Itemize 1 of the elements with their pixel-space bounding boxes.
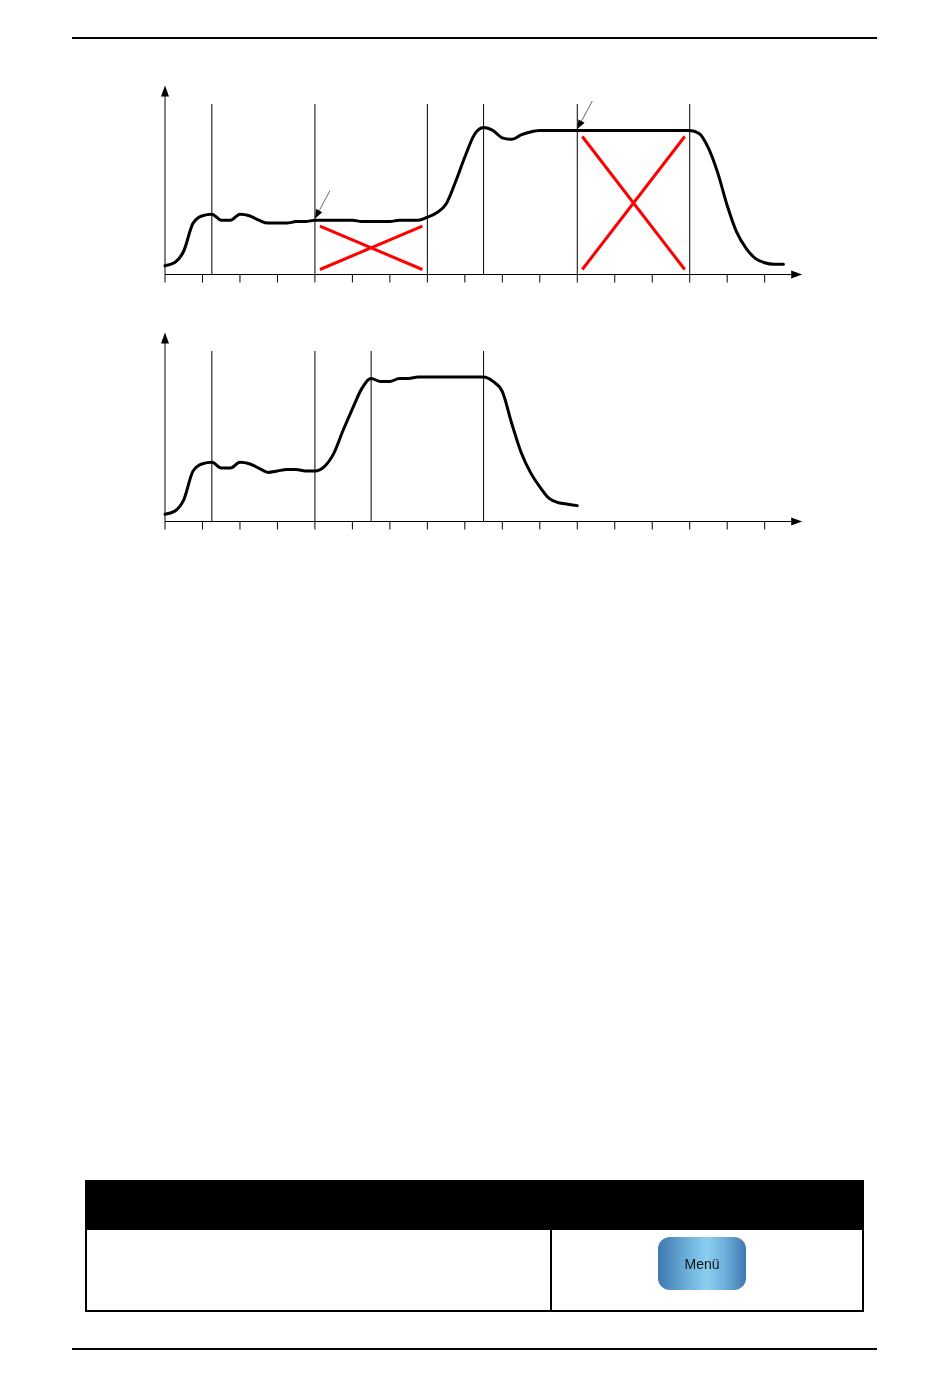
button: Menü: [658, 1237, 746, 1290]
